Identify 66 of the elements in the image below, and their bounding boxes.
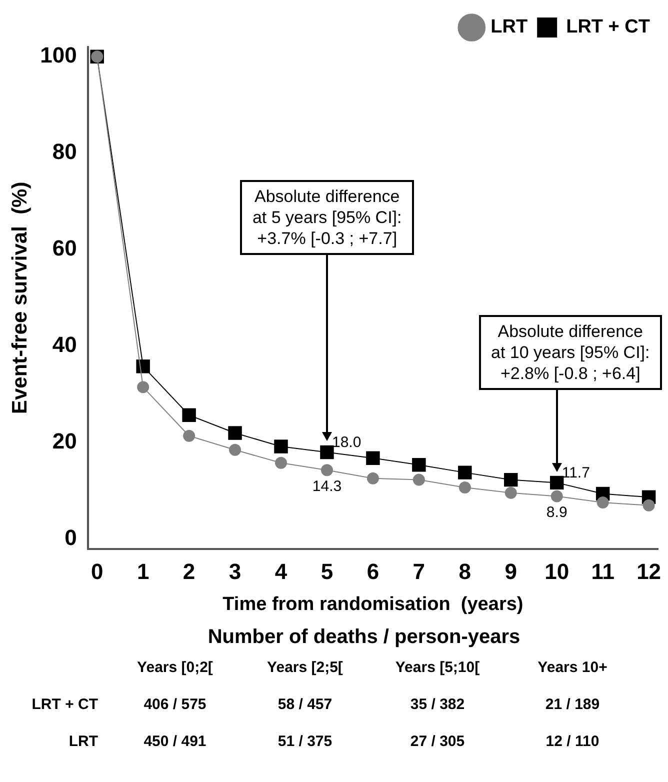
legend-label: LRT + CT xyxy=(566,16,650,38)
text: Years [0;2[ xyxy=(136,659,214,676)
point xyxy=(182,408,196,422)
point xyxy=(458,466,472,480)
text: Number of deaths / person-years xyxy=(206,626,522,649)
point xyxy=(366,451,380,465)
point xyxy=(412,458,426,472)
annotation: Absolute difference at 5 years [95% CI]: +3.7% [-0.3 ; +7.7] xyxy=(240,180,414,255)
x-tick-label: 3 xyxy=(228,559,242,584)
point xyxy=(274,440,288,454)
point xyxy=(550,490,563,502)
x-tick-label: 10 xyxy=(544,559,570,584)
point xyxy=(504,472,518,487)
data-label: 18.0 xyxy=(332,434,362,451)
text: Years [5;10[ xyxy=(394,659,481,676)
text: Years [2;5[ xyxy=(266,659,344,676)
x-tick-label: 12 xyxy=(636,559,662,584)
y-tick-label: 60 xyxy=(52,236,77,261)
y-tick-label: 80 xyxy=(52,139,77,164)
text: 21 / 189 xyxy=(544,696,601,713)
text: 12 / 110 xyxy=(544,733,600,750)
point xyxy=(320,464,333,476)
y-tick-label: 40 xyxy=(52,332,77,358)
point xyxy=(412,474,425,486)
point xyxy=(228,426,242,440)
x-tick-label: 5 xyxy=(320,559,334,584)
x-tick-label: 7 xyxy=(412,559,426,584)
point xyxy=(550,476,564,490)
text: 450 / 491 xyxy=(142,733,208,750)
text: 58 / 457 xyxy=(276,696,334,713)
text: 406 / 575 xyxy=(142,696,208,713)
point xyxy=(458,482,471,494)
text: 51 / 375 xyxy=(276,733,334,750)
text: LRT xyxy=(68,733,99,750)
point xyxy=(275,456,288,469)
legend-label: LRT xyxy=(490,16,528,38)
x-tick-label: 2 xyxy=(182,559,196,584)
text: Years 10+ xyxy=(536,659,608,676)
y-tick-label: 0 xyxy=(64,525,77,550)
x-tick-label: 11 xyxy=(591,559,614,584)
point xyxy=(136,360,150,374)
data-label: 14.3 xyxy=(312,478,342,495)
point xyxy=(366,472,379,484)
text: LRT + CT xyxy=(30,696,99,713)
x-tick-label: 1 xyxy=(136,559,150,584)
data-label: 11.7 xyxy=(562,464,590,482)
y-tick-label: 100 xyxy=(40,42,77,68)
point xyxy=(183,430,196,442)
text: 27 / 305 xyxy=(409,733,466,750)
x-tick-label: 9 xyxy=(504,559,518,584)
point xyxy=(320,445,334,460)
x-tick-label: 0 xyxy=(90,559,104,584)
x-tick-label: 4 xyxy=(274,559,288,584)
data-label: 8.9 xyxy=(546,504,568,521)
y-tick-label: 20 xyxy=(52,428,77,454)
y-axis-title: Event-free survival (%) xyxy=(8,182,32,414)
x-tick-label: 8 xyxy=(458,559,472,584)
x-tick-label: 6 xyxy=(366,559,380,584)
point xyxy=(596,496,609,508)
point xyxy=(642,499,655,512)
point xyxy=(229,444,242,456)
annotation: Absolute difference at 10 years [95% CI]: +2.8% [-0.8 ; +6.4] xyxy=(479,315,662,390)
x-axis-title: Time from randomisation (years) xyxy=(222,594,524,615)
point xyxy=(504,486,517,499)
point xyxy=(137,381,150,394)
text: 35 / 382 xyxy=(409,696,466,713)
